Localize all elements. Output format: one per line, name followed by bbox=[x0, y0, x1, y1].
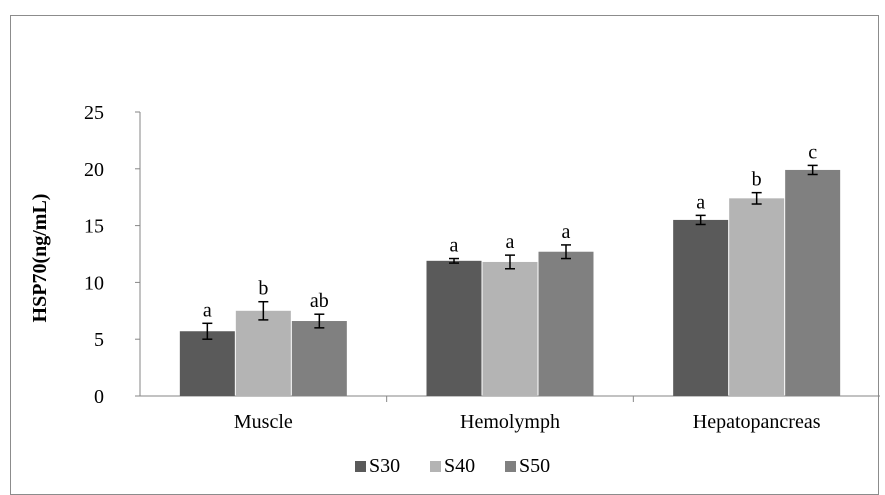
significance-letter: b bbox=[258, 278, 268, 300]
bar-chart: HSP70(ng/mL) 0 5 10 15 20 25 Muscle Hemolymph He… bbox=[29, 102, 880, 477]
significance-letter: a bbox=[696, 191, 705, 213]
legend-swatch bbox=[505, 461, 516, 472]
legend: S30 S40 S50 bbox=[355, 455, 550, 477]
bar bbox=[291, 321, 347, 396]
category-label: Hepatopancreas bbox=[693, 411, 821, 433]
y-axis-label: HSP70(ng/mL) bbox=[29, 194, 51, 323]
significance-letter: a bbox=[506, 231, 515, 253]
y-tick-label: 20 bbox=[84, 159, 104, 181]
y-tick-label: 0 bbox=[94, 386, 104, 408]
significance-letter: a bbox=[450, 235, 459, 257]
bar bbox=[673, 219, 729, 396]
y-tick-label: 15 bbox=[84, 216, 104, 238]
y-tick-label: 5 bbox=[94, 329, 104, 351]
bar bbox=[426, 260, 482, 396]
bar bbox=[785, 169, 841, 396]
bar bbox=[729, 198, 785, 396]
bar bbox=[179, 331, 235, 396]
y-tick-label: 25 bbox=[84, 102, 104, 124]
category-label: Hemolymph bbox=[460, 411, 560, 433]
legend-label: S50 bbox=[519, 455, 550, 477]
bar bbox=[235, 310, 291, 396]
legend-label: S40 bbox=[444, 455, 475, 477]
legend-label: S30 bbox=[369, 455, 400, 477]
significance-letter: ab bbox=[310, 290, 329, 312]
significance-letter: c bbox=[808, 141, 817, 163]
bar bbox=[538, 251, 594, 396]
significance-letter: b bbox=[752, 169, 762, 191]
y-tick-label: 10 bbox=[84, 272, 104, 294]
significance-letter: a bbox=[203, 299, 212, 321]
legend-swatch bbox=[355, 461, 366, 472]
bar bbox=[482, 261, 538, 396]
significance-letter: a bbox=[562, 221, 571, 243]
category-label: Muscle bbox=[234, 411, 293, 433]
axes: 0 5 10 15 20 25 Muscle Hemolymph Hepatopancreas bbox=[84, 102, 880, 433]
legend-swatch bbox=[430, 461, 441, 472]
